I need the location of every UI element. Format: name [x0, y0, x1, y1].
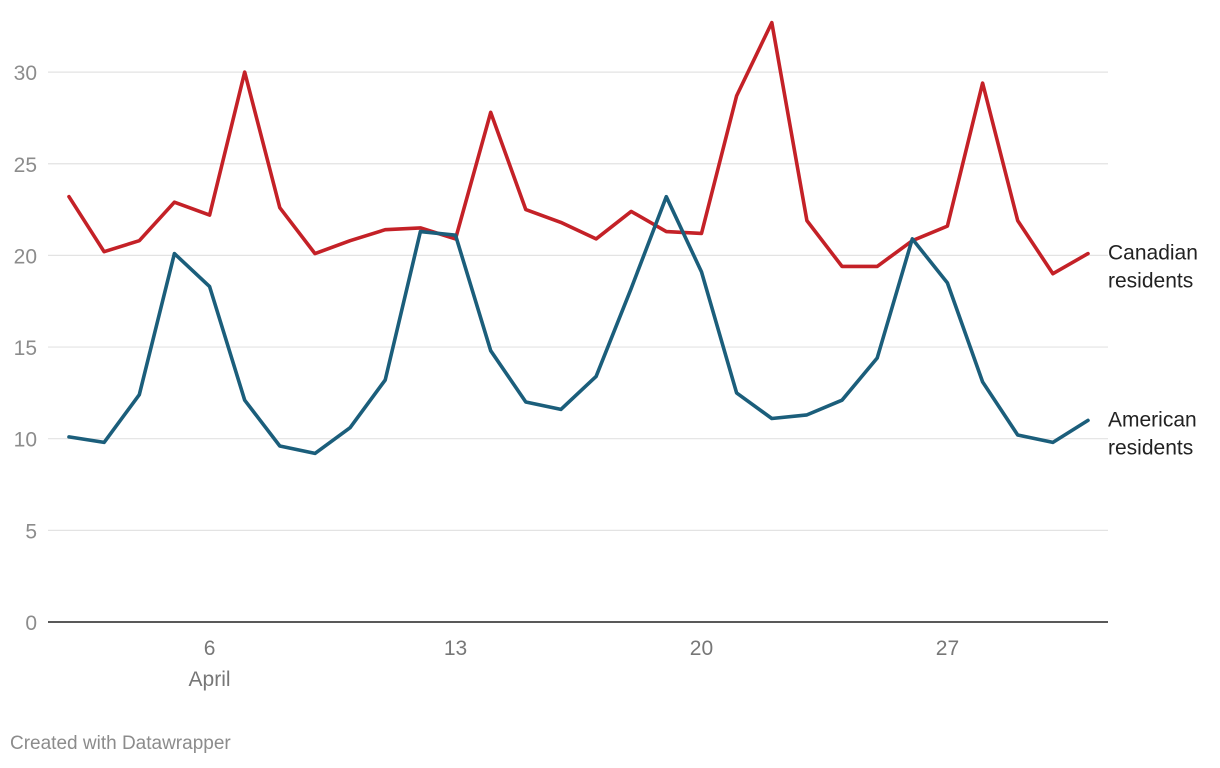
- x-tick-label: 6: [204, 637, 216, 660]
- series-line-american-residents: [67, 194, 1090, 456]
- series-lines: [67, 20, 1090, 456]
- y-tick-label: 15: [14, 337, 37, 360]
- series-label-canadian-residents: Canadian residents: [1108, 242, 1198, 293]
- y-tick-label: 5: [25, 520, 37, 543]
- series-line-canadian-residents: [67, 20, 1090, 276]
- y-tick-label: 25: [14, 154, 37, 177]
- x-tick-label: 27: [936, 637, 959, 660]
- y-tick-label: 30: [14, 62, 37, 85]
- series-label-american-residents: American residents: [1108, 408, 1197, 459]
- series-labels: Canadian residents American residents: [1108, 242, 1198, 460]
- x-tick-label: 20: [690, 637, 713, 660]
- series-label-line: residents: [1108, 436, 1193, 459]
- series-label-line: residents: [1108, 270, 1193, 293]
- y-tick-label: 20: [14, 245, 37, 268]
- x-tick-label: 13: [444, 637, 467, 660]
- series-label-line: American: [1108, 408, 1197, 431]
- y-tick-label: 0: [25, 612, 37, 635]
- gridlines: [48, 71, 1108, 623]
- credit-text: Created with Datawrapper: [10, 733, 231, 754]
- x-axis-ticks: 6 13 20 27 April: [189, 637, 960, 691]
- y-axis-ticks: 0 5 10 15 20 25 30: [14, 62, 37, 635]
- x-axis-month-label: April: [189, 668, 231, 691]
- series-label-line: Canadian: [1108, 242, 1198, 265]
- y-tick-label: 10: [14, 429, 37, 452]
